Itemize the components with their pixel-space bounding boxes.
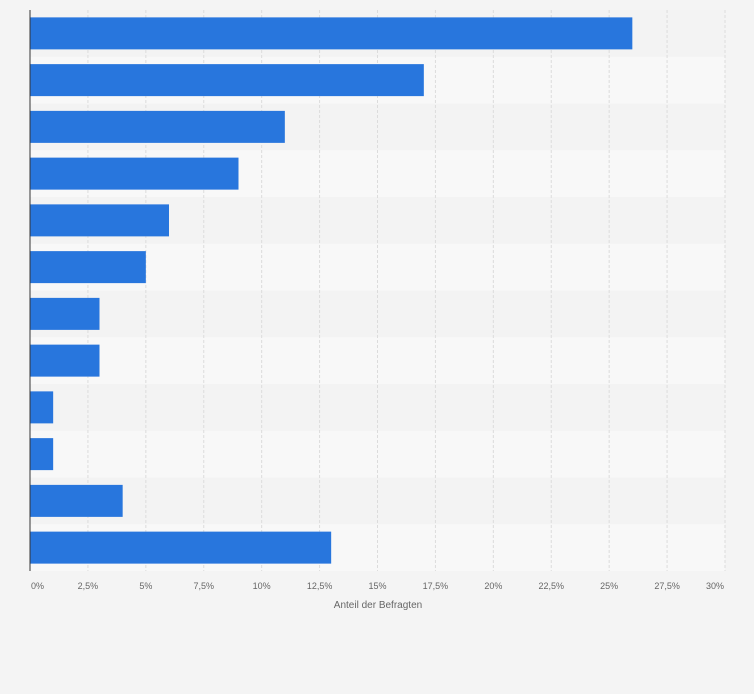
x-tick-label: 15% — [368, 581, 386, 591]
row-band — [30, 430, 725, 478]
x-tick-label: 0% — [31, 581, 44, 591]
bar[interactable] — [30, 484, 123, 517]
x-tick-label: 2,5% — [78, 581, 99, 591]
bar[interactable] — [30, 64, 424, 97]
bar[interactable] — [30, 17, 633, 50]
x-tick-label: 10% — [253, 581, 271, 591]
bar[interactable] — [30, 391, 54, 424]
bar[interactable] — [30, 531, 332, 564]
x-tick-label: 27,5% — [654, 581, 680, 591]
x-tick-label: 22,5% — [538, 581, 564, 591]
bar[interactable] — [30, 297, 100, 330]
gridlines — [87, 10, 726, 571]
x-tick-label: 20% — [484, 581, 502, 591]
x-tick-label: 30% — [706, 581, 724, 591]
bar[interactable] — [30, 157, 239, 190]
x-tick-label: 17,5% — [423, 581, 449, 591]
bar[interactable] — [30, 344, 100, 377]
bar[interactable] — [30, 251, 146, 284]
bars — [30, 17, 633, 564]
bar[interactable] — [30, 438, 54, 471]
x-axis-label: Anteil der Befragten — [334, 600, 422, 611]
x-tick-label: 5% — [139, 581, 152, 591]
x-tick-label: 7,5% — [193, 581, 214, 591]
x-tick-label: 12,5% — [307, 581, 333, 591]
x-tick-labels: 0% 2,5% 5% 7,5% 10% 12,5% 15% 17,5% 20% 22,5% 25% 2… — [31, 581, 724, 591]
bar[interactable] — [30, 110, 285, 143]
row-band — [30, 290, 725, 338]
x-tick-label: 25% — [600, 581, 618, 591]
bar[interactable] — [30, 204, 169, 237]
